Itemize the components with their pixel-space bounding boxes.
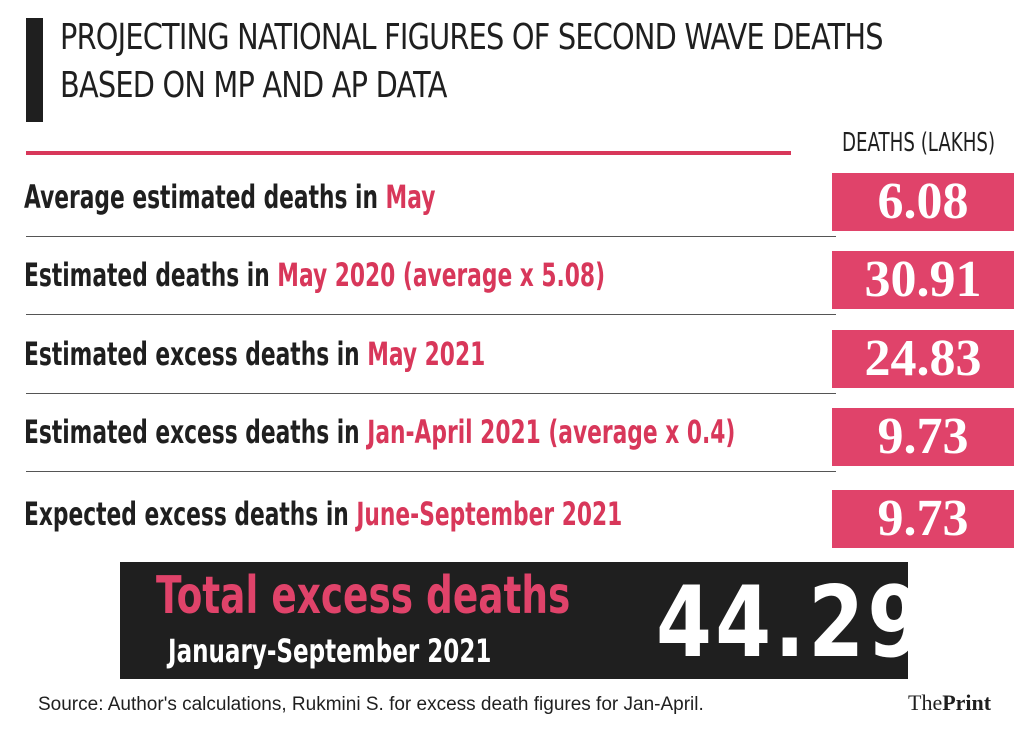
brand-prefix: The <box>908 690 943 715</box>
row-label-prefix: Estimated deaths in <box>24 256 278 294</box>
row-label: Average estimated deaths in May <box>24 178 435 216</box>
header-rule <box>26 151 791 155</box>
row-label-highlight: Jan-April 2021 (average x 0.4) <box>367 413 736 451</box>
row-value: 24.83 <box>832 330 1014 388</box>
chart-title: PROJECTING NATIONAL FIGURES OF SECOND WA… <box>60 14 884 110</box>
row-label-prefix: Average estimated deaths in <box>24 178 386 216</box>
row-divider <box>26 471 836 472</box>
row-label-highlight: May 2020 (average x 5.08) <box>277 256 606 294</box>
table-row: Estimated excess deaths in Jan-April 202… <box>0 401 1028 478</box>
row-label-highlight: May 2021 <box>367 335 486 373</box>
title-line-2: BASED ON MP AND AP DATA <box>60 65 447 106</box>
total-panel: Total excess deaths January-September 20… <box>120 562 923 680</box>
total-label: Total excess deaths <box>156 566 571 626</box>
title-line-1: PROJECTING NATIONAL FIGURES OF SECOND WA… <box>60 17 884 58</box>
column-header: DEATHS (LAKHS) <box>842 128 996 158</box>
row-divider <box>26 314 836 315</box>
brand-name: Print <box>942 690 992 715</box>
table-row: Average estimated deaths in May 6.08 <box>0 166 1028 243</box>
row-label: Estimated excess deaths in Jan-April 202… <box>24 413 735 451</box>
brand-logo: ThePrint <box>908 690 991 716</box>
table-row: Estimated deaths in May 2020 (average x … <box>0 244 1028 321</box>
row-divider <box>26 393 836 394</box>
title-accent-bar <box>26 18 43 122</box>
row-label-highlight: May <box>385 178 436 216</box>
total-value: 44.29 <box>656 566 927 680</box>
row-value: 9.73 <box>832 490 1014 548</box>
table-row: Estimated excess deaths in May 2021 24.8… <box>0 323 1028 400</box>
row-label-prefix: Estimated excess deaths in <box>24 413 368 451</box>
row-label: Estimated excess deaths in May 2021 <box>24 335 485 373</box>
row-label-highlight: June-September 2021 <box>356 495 623 533</box>
table-row: Expected excess deaths in June-September… <box>0 483 1028 560</box>
row-label-prefix: Estimated excess deaths in <box>24 335 368 373</box>
total-period: January-September 2021 <box>168 632 492 670</box>
row-label: Estimated deaths in May 2020 (average x … <box>24 256 605 294</box>
row-value: 30.91 <box>832 251 1014 309</box>
source-note: Source: Author's calculations, Rukmini S… <box>38 694 704 715</box>
row-value: 6.08 <box>832 173 1014 231</box>
row-label: Expected excess deaths in June-September… <box>24 495 622 533</box>
row-divider <box>26 236 836 237</box>
row-label-prefix: Expected excess deaths in <box>24 495 357 533</box>
row-value: 9.73 <box>832 408 1014 466</box>
